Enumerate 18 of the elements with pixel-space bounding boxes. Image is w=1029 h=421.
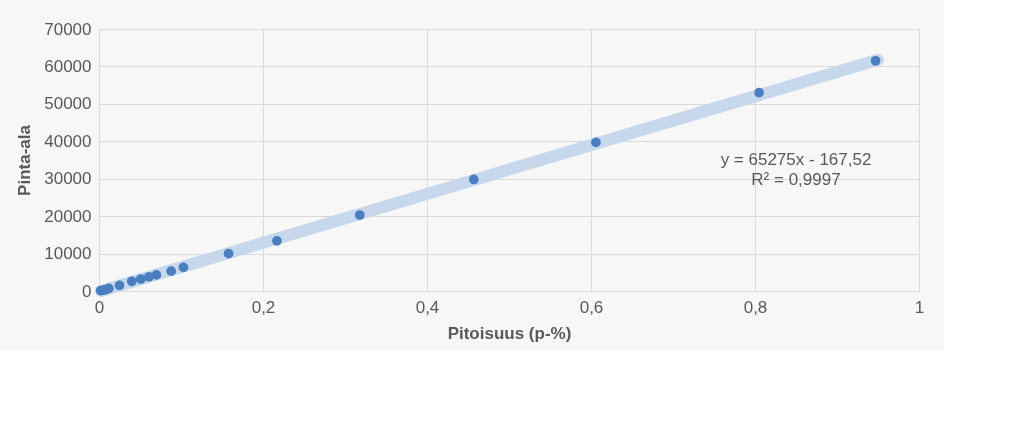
x-tick-label: 0: [94, 297, 105, 317]
x-axis-title: Pitoisuus (p-%): [447, 323, 572, 343]
y-axis-title: Pinta-ala: [15, 124, 35, 196]
x-tick-label: 0,6: [579, 297, 604, 317]
y-tick-label: 60000: [44, 56, 92, 76]
y-tick-label: 20000: [44, 206, 92, 226]
x-tick-label: 0,2: [251, 297, 276, 317]
y-tick-label: 50000: [44, 94, 92, 114]
x-tick-label: 0,4: [415, 297, 440, 317]
x-tick-label: 0,8: [743, 297, 768, 317]
annotation: R² = 0,9997: [751, 170, 841, 189]
annotation: y = 65275x - 167,52: [720, 150, 872, 169]
y-tick-label: 10000: [44, 244, 92, 264]
y-tick-label: 70000: [44, 19, 92, 39]
y-tick-label: 0: [82, 281, 92, 301]
y-tick-label: 30000: [44, 169, 92, 189]
x-tick-label: 1: [914, 297, 925, 317]
y-tick-label: 40000: [44, 131, 92, 151]
